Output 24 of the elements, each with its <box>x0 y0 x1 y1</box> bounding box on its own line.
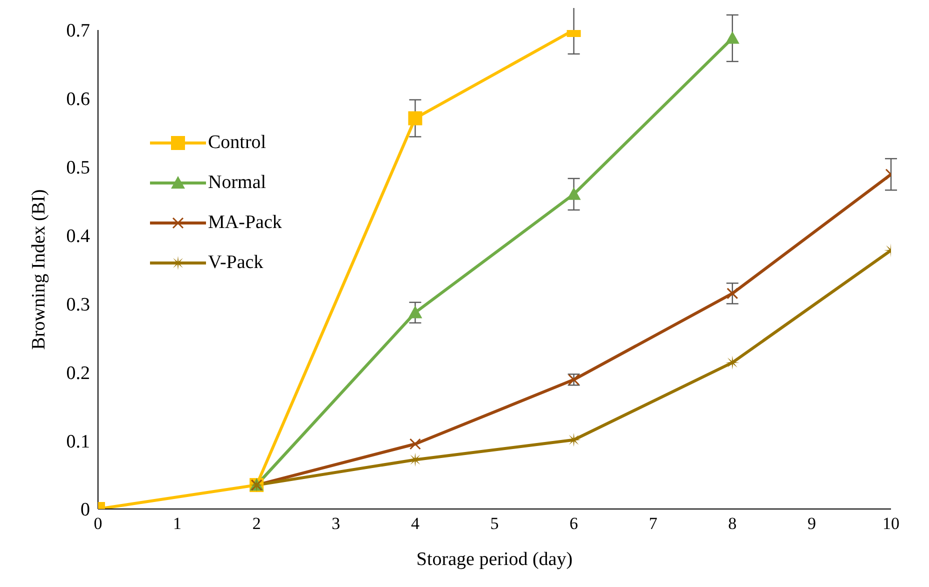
x-tick-label: 9 <box>807 514 816 534</box>
x-tick-label: 4 <box>410 514 420 534</box>
y-tick-label: 0.4 <box>66 226 90 248</box>
x-tick-label: 7 <box>648 514 658 534</box>
x-tick-label: 6 <box>570 514 578 534</box>
legend-label: Normal <box>208 172 266 194</box>
y-tick-label: 0.1 <box>66 431 90 452</box>
legend-label: MA-Pack <box>208 212 282 234</box>
y-tick-label: 0.3 <box>66 294 90 316</box>
x-tick-label: 10 <box>882 514 900 534</box>
x-tick-label: 8 <box>728 514 737 534</box>
x-axis-title: Storage period (day) <box>416 549 573 570</box>
x-tick-label: 5 <box>490 514 499 534</box>
y-tick-label: 0.7 <box>66 20 90 42</box>
y-tick-label: 0.6 <box>66 89 90 110</box>
y-axis-title: Browning Index (BI) <box>28 189 50 350</box>
legend-label: V-Pack <box>208 252 264 274</box>
x-tick-label: 1 <box>173 514 182 534</box>
x-tick-label: 0 <box>94 514 102 534</box>
legend-label: Control <box>208 132 266 154</box>
x-tick-label: 3 <box>332 514 340 534</box>
y-tick-label: 0.5 <box>66 158 90 179</box>
y-tick-label: 0.2 <box>66 362 90 384</box>
x-tick-label: 2 <box>252 514 261 534</box>
